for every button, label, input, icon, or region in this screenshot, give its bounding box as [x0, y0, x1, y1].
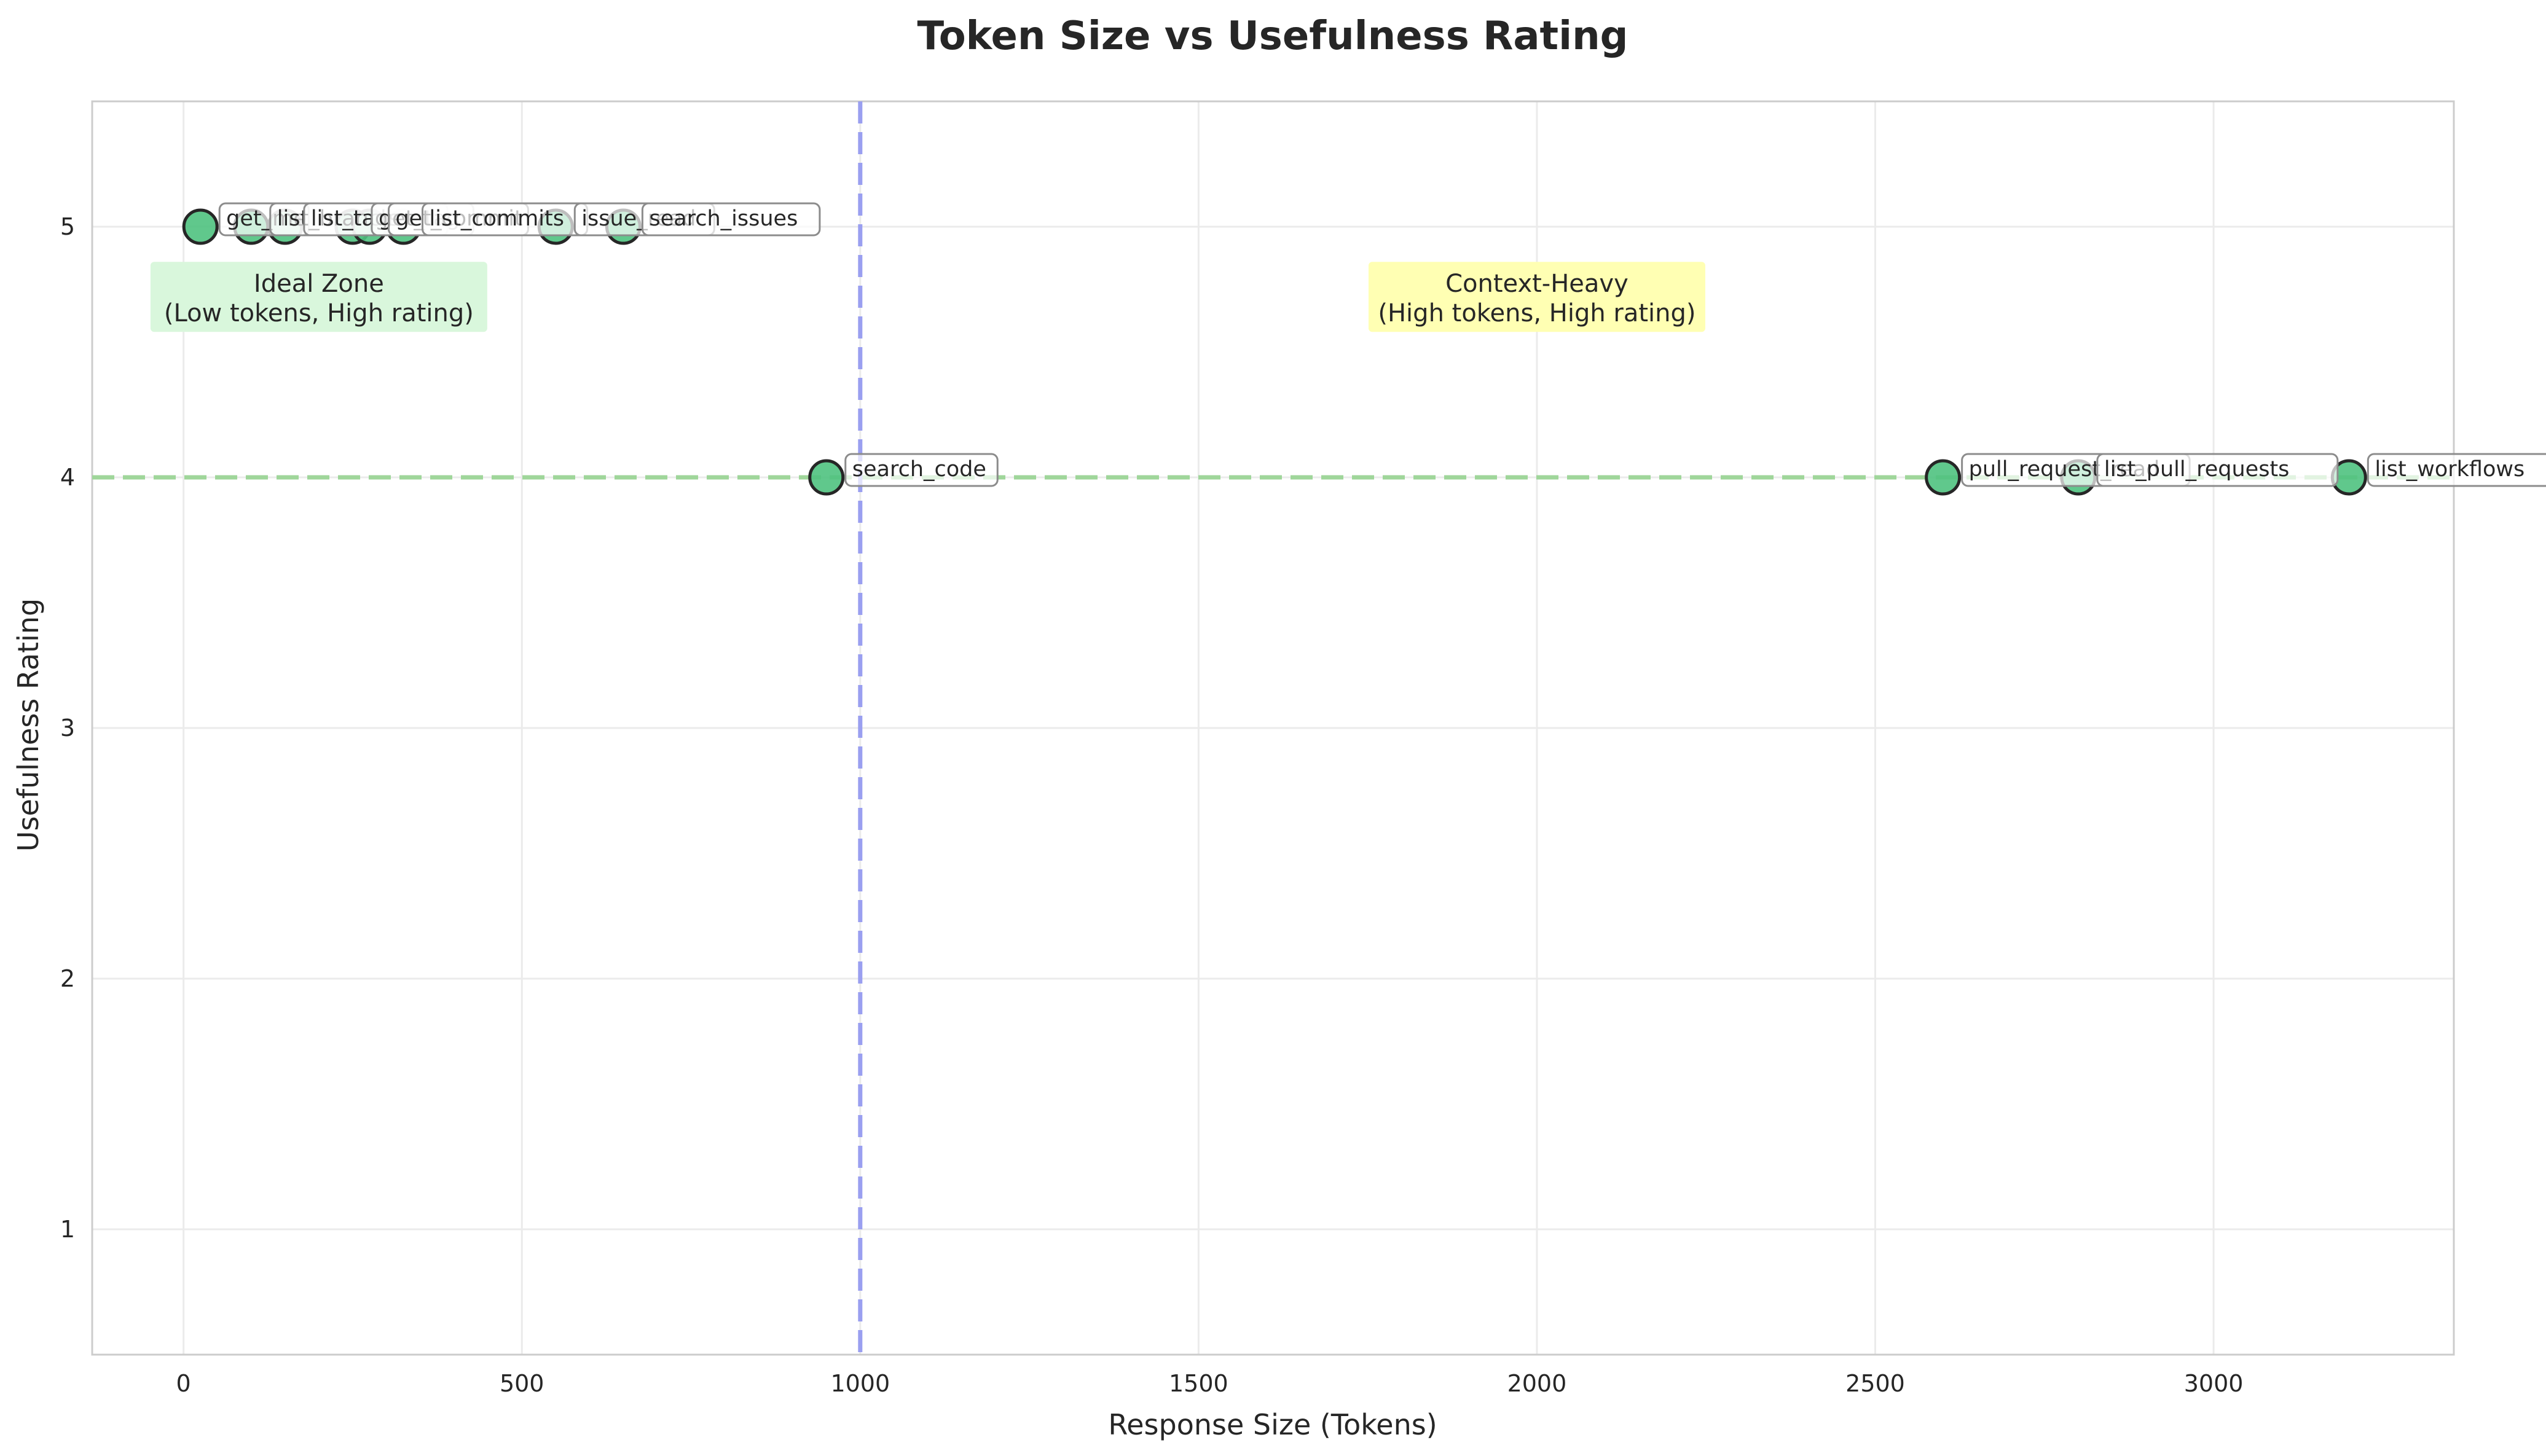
y-tick-label: 5: [60, 213, 75, 240]
zone-title: Context-Heavy: [1445, 270, 1629, 298]
point-label-text: list_commits: [430, 206, 564, 231]
zone-subtitle: (Low tokens, High rating): [164, 299, 474, 327]
x-tick-label: 500: [500, 1370, 544, 1397]
point-label-box: [844, 453, 999, 487]
zone-subtitle: (High tokens, High rating): [1378, 299, 1695, 327]
point-label-text: list_workflows: [2375, 457, 2524, 482]
chart-title: Token Size vs Usefulness Rating: [917, 14, 1629, 59]
zone-box: [150, 262, 487, 332]
zone-title: Ideal Zone: [254, 270, 384, 298]
y-tick-label: 4: [60, 464, 75, 491]
y-axis-label: Usefulness Rating: [12, 598, 45, 851]
x-tick-label: 2500: [1845, 1370, 1905, 1397]
y-tick-label: 2: [60, 965, 75, 992]
zone-annotation: Context-Heavy(High tokens, High rating): [1368, 262, 1705, 332]
point-label-text: search_code: [852, 457, 986, 482]
zone-annotation: Ideal Zone(Low tokens, High rating): [150, 262, 487, 332]
point-labels: get_melist_brancheslist_tagsget_tagget_c…: [218, 202, 2546, 487]
point-label-box: [641, 202, 821, 237]
data-point: [1925, 459, 1962, 496]
point-label-text: search_issues: [649, 206, 798, 231]
x-tick-label: 2000: [1507, 1370, 1567, 1397]
x-tick-label: 1000: [830, 1370, 890, 1397]
plot-border: [91, 100, 2455, 1356]
x-tick-label: 3000: [2184, 1370, 2244, 1397]
point-label: search_issues: [641, 202, 821, 237]
data-point: [808, 459, 845, 496]
x-tick-label: 1500: [1169, 1370, 1228, 1397]
point-label-box: [2096, 453, 2339, 487]
point-label: search_code: [844, 453, 999, 487]
zone-box: [1368, 262, 1705, 332]
y-tick-label: 3: [60, 714, 75, 742]
point-label: list_pull_requests: [2096, 453, 2339, 487]
point-label: list_commits: [422, 202, 589, 237]
data-point: [182, 208, 219, 245]
point-label-text: list_pull_requests: [2104, 457, 2290, 482]
x-axis-label: Response Size (Tokens): [1108, 1408, 1437, 1441]
y-tick-label: 1: [60, 1216, 75, 1243]
point-label-box: [2367, 453, 2546, 487]
point-label: list_workflows: [2367, 453, 2546, 487]
x-tick-label: 0: [176, 1370, 191, 1397]
